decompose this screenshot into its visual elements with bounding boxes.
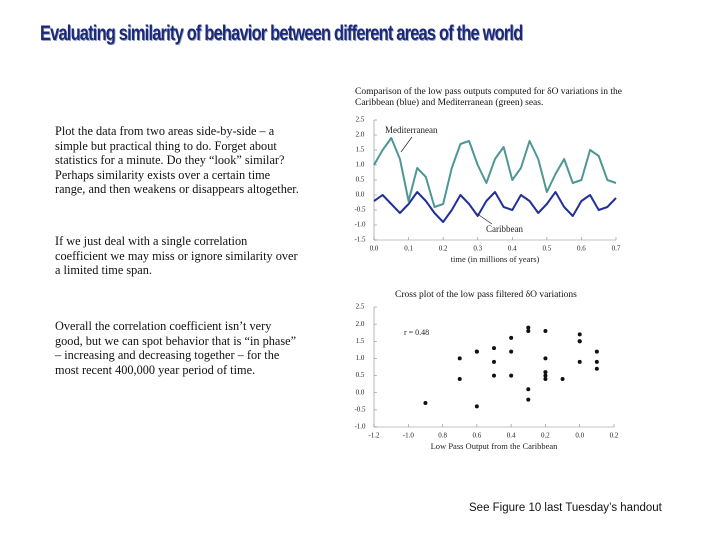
x-tick-label: -1.0 [403,432,415,440]
y-tick-label: -1.0 [354,423,366,431]
x-tick-label: 0.2 [439,245,448,253]
x-tick-label: 0.1 [404,245,413,253]
x-tick-label: 0.8 [438,432,447,440]
chart-title: Cross plot of the low pass filtered δO v… [395,290,577,300]
point [526,325,531,330]
x-axis-label: time (in millions of years) [451,254,540,264]
point [594,359,599,364]
arrow [400,136,413,153]
point [457,377,462,381]
y-tick-label: 0.0 [356,191,365,199]
y-tick-label: 0.5 [356,371,365,379]
point [423,401,428,405]
y-tick-label: 1.0 [356,161,365,169]
y-tick-label: 1.5 [356,146,365,154]
y-tick-label: -0.5 [354,206,366,214]
point [474,404,479,409]
series-line [373,191,617,223]
y-tick-label: -0.5 [354,405,366,413]
x-tick-label: 0.2 [541,432,550,440]
y-tick-label: 1.5 [356,337,365,345]
paragraph: Plot the data from two areas side-by-sid… [55,124,299,197]
x-tick-label: -1.2 [368,432,380,440]
x-tick-label: 0.6 [577,245,586,253]
x-tick-label: 0.4 [508,245,517,253]
x-tick-label: 0.0 [370,245,379,253]
arrow [475,212,493,225]
point [594,366,599,371]
point [560,377,565,381]
paragraph: If we just deal with a single correlatio… [55,234,298,278]
y-tick-label: 0.5 [356,176,365,184]
point [526,329,531,333]
series-line [373,137,617,208]
point [526,397,531,402]
point [492,346,496,351]
point [509,349,514,354]
series-annotation: Mediterranean [385,125,438,135]
y-tick-label: 1.0 [356,354,365,362]
x-tick-label: 0.2 [610,432,619,440]
chart-title: Comparison of the low pass outputs compu… [355,87,623,108]
y-tick-label: 2.5 [356,303,365,311]
point [543,377,548,381]
point [594,349,599,354]
point [543,373,548,378]
x-tick-label: 0.6 [472,432,481,440]
point [492,359,496,364]
point [577,332,582,337]
x-axis-label: Low Pass Output from the Caribbean [431,441,559,451]
point [543,356,548,361]
y-tick-label: 2.5 [356,116,365,124]
y-tick-label: 2.0 [356,131,365,139]
y-tick-label: -1.0 [354,221,366,229]
point [577,359,582,364]
point [577,339,582,344]
point [509,335,514,340]
x-tick-label: 0.5 [542,245,551,253]
paragraph: Overall the correlation coefficient isn’… [55,319,297,377]
point [526,387,531,392]
y-tick-label: 0.0 [356,388,365,396]
point [474,349,479,354]
x-tick-label: 0.3 [473,245,482,253]
x-tick-label: 0.0 [575,432,584,440]
y-tick-label: 2.0 [356,320,365,328]
point [457,356,462,361]
point [543,329,548,333]
y-tick-label: -1.5 [354,236,366,244]
footnote: See Figure 10 last Tuesday’s handout [469,502,662,514]
point [543,370,548,375]
series-annotation: Caribbean [486,224,523,234]
point [492,373,496,378]
annotation: r = 0.48 [404,328,429,337]
x-tick-label: 0.4 [507,432,516,440]
point [509,373,514,378]
x-tick-label: 0.7 [612,245,621,253]
